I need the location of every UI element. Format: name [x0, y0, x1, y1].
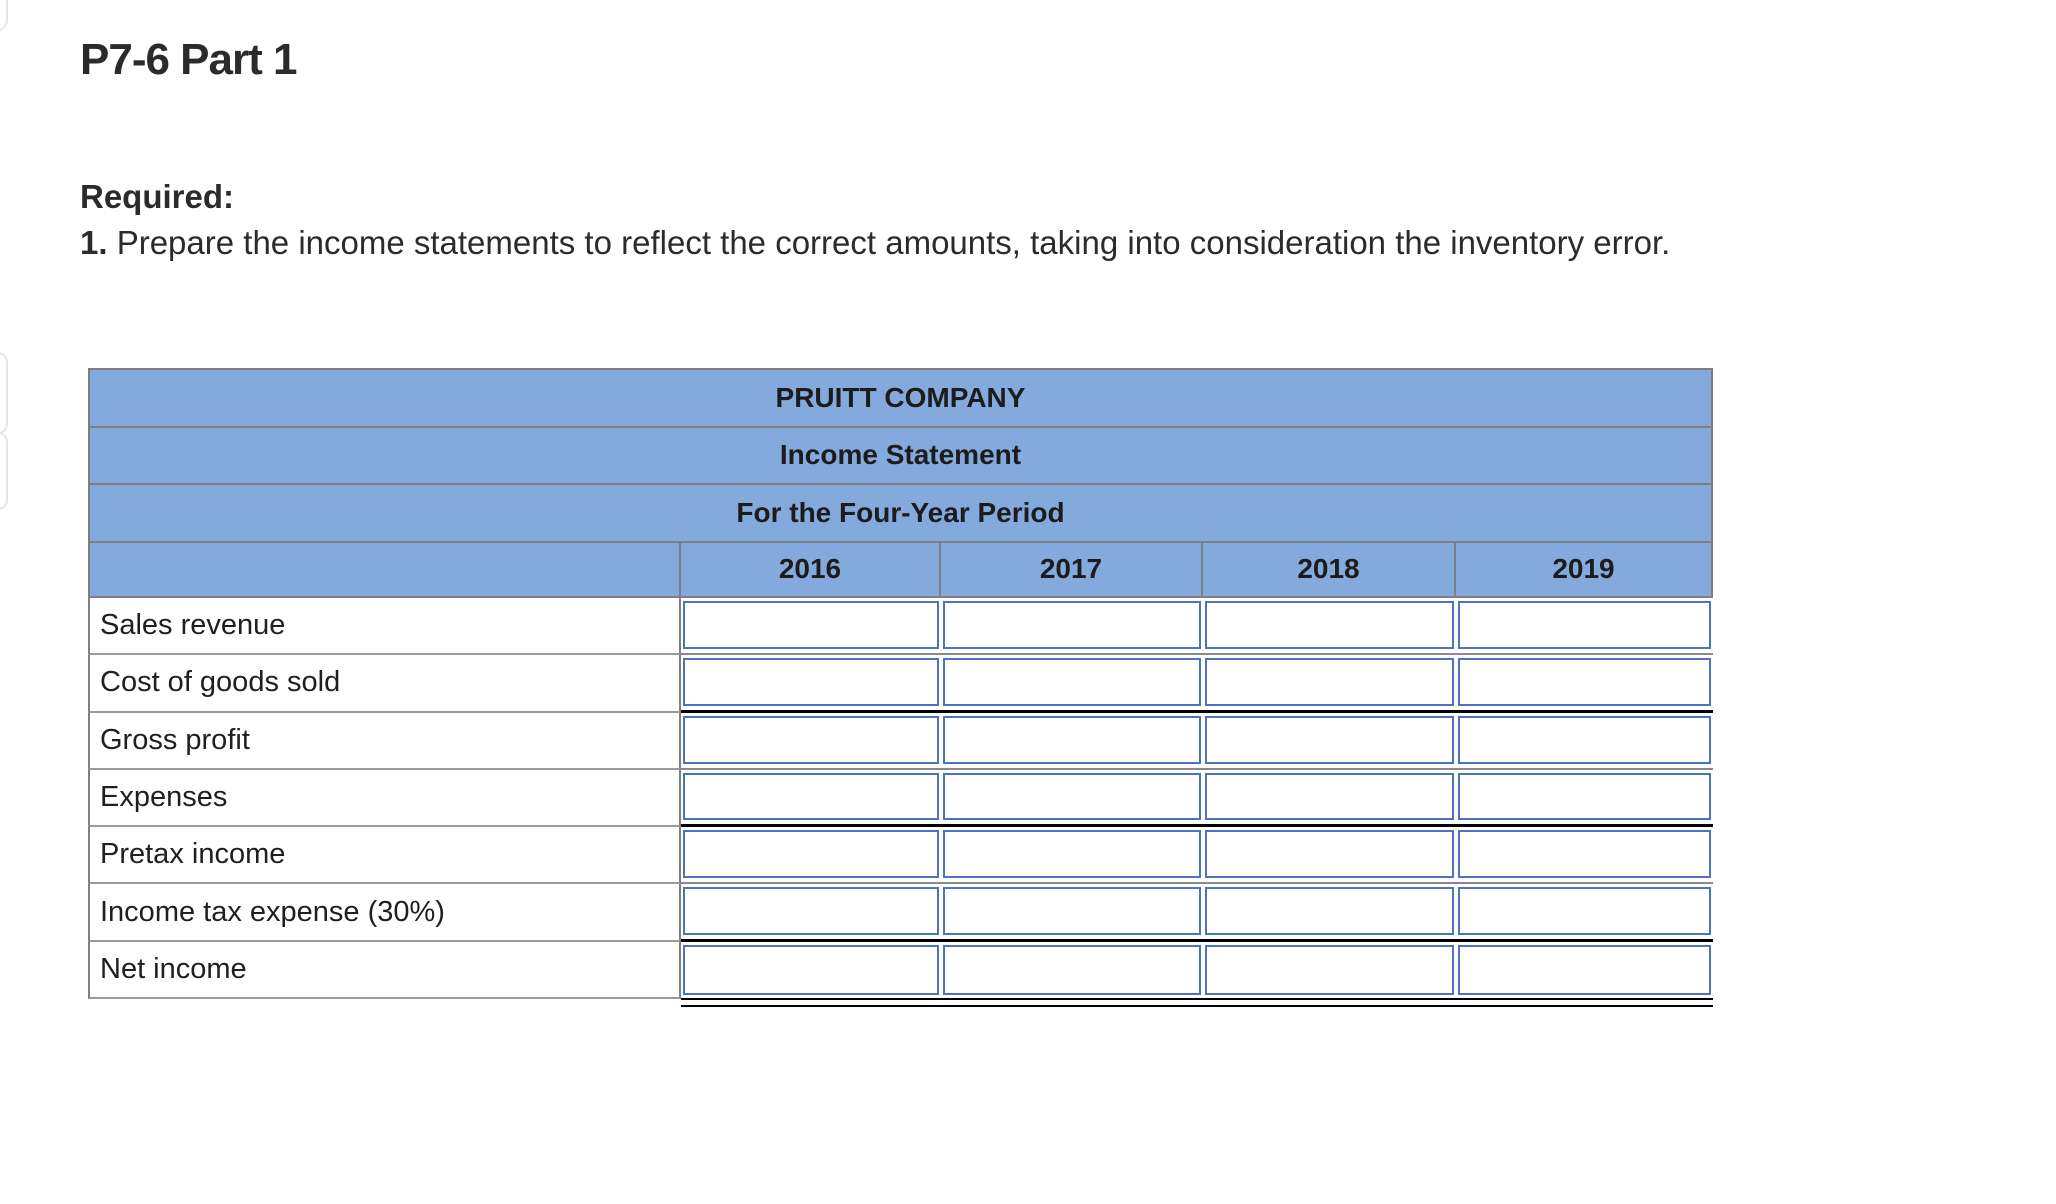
- table-cell: [1203, 884, 1456, 942]
- answer-input[interactable]: [1458, 944, 1711, 996]
- table-cell: [941, 655, 1203, 713]
- table-cell: [1456, 827, 1713, 885]
- table-cell: [941, 769, 1203, 828]
- net-income-double-underline: [681, 998, 1713, 1007]
- table-body: Sales revenue Cost of goods sold Gross p…: [88, 598, 1713, 1000]
- table-cell: [1203, 941, 1456, 1000]
- answer-input[interactable]: [1205, 944, 1454, 996]
- answer-input[interactable]: [1205, 658, 1454, 706]
- table-cell: [1456, 884, 1713, 942]
- answer-input[interactable]: [683, 830, 939, 879]
- table-subtitle-row: Income Statement: [88, 425, 1713, 483]
- answer-input[interactable]: [1205, 601, 1454, 650]
- row-label-gross-profit: Gross profit: [88, 712, 681, 770]
- row-label-sales-revenue: Sales revenue: [88, 598, 681, 656]
- year-header-2019: 2019: [1456, 540, 1713, 598]
- answer-input[interactable]: [943, 887, 1201, 935]
- answer-input[interactable]: [1458, 715, 1711, 764]
- table-cell: [1456, 941, 1713, 1000]
- table-cell: [1456, 598, 1713, 656]
- row-label-expenses: Expenses: [88, 769, 681, 828]
- instructions: Required: 1. Prepare the income statemen…: [80, 174, 2030, 266]
- answer-input[interactable]: [1205, 772, 1454, 821]
- answer-input[interactable]: [1458, 601, 1711, 650]
- company-name: PRUITT COMPANY: [88, 368, 1713, 426]
- table-cell: [1456, 769, 1713, 828]
- answer-input[interactable]: [1458, 658, 1711, 706]
- answer-input[interactable]: [683, 887, 939, 935]
- page-title: P7-6 Part 1: [80, 35, 297, 84]
- year-header-row: 2016 2017 2018 2019: [88, 540, 1713, 598]
- table-cell: [681, 827, 941, 885]
- answer-input[interactable]: [1458, 887, 1711, 935]
- table-cell: [681, 941, 941, 1000]
- table-cell: [941, 712, 1203, 770]
- table-cell: [681, 769, 941, 828]
- table-cell: [681, 598, 941, 656]
- answer-input[interactable]: [1205, 887, 1454, 935]
- answer-input[interactable]: [943, 772, 1201, 821]
- statement-title: Income Statement: [88, 425, 1713, 483]
- income-statement-table: PRUITT COMPANY Income Statement For the …: [88, 368, 1713, 1007]
- table-cell: [681, 884, 941, 942]
- row-label-income-tax-expense: Income tax expense (30%): [88, 884, 681, 942]
- answer-input[interactable]: [1205, 715, 1454, 764]
- required-label: Required:: [80, 178, 235, 215]
- table-cell: [941, 827, 1203, 885]
- row-label-net-income: Net income: [88, 941, 681, 1000]
- table-title-row: PRUITT COMPANY: [88, 368, 1713, 426]
- cropped-side-button-top: [0, 352, 8, 434]
- year-header-blank: [88, 540, 681, 598]
- answer-input[interactable]: [683, 772, 939, 821]
- period-title: For the Four-Year Period: [88, 483, 1713, 541]
- answer-input[interactable]: [683, 715, 939, 764]
- answer-input[interactable]: [943, 658, 1201, 706]
- year-header-2017: 2017: [941, 540, 1203, 598]
- table-cell: [1456, 712, 1713, 770]
- year-header-2016: 2016: [681, 540, 941, 598]
- table-cell: [681, 712, 941, 770]
- table-cell: [1203, 598, 1456, 656]
- answer-input[interactable]: [1458, 772, 1711, 821]
- answer-input[interactable]: [943, 715, 1201, 764]
- table-period-row: For the Four-Year Period: [88, 483, 1713, 541]
- cropped-panel-corner: [0, 0, 8, 32]
- answer-input[interactable]: [943, 944, 1201, 996]
- row-label-pretax-income: Pretax income: [88, 827, 681, 885]
- answer-input[interactable]: [1205, 830, 1454, 879]
- table-cell: [681, 655, 941, 713]
- table-cell: [941, 598, 1203, 656]
- table-cell: [941, 884, 1203, 942]
- answer-input[interactable]: [943, 830, 1201, 879]
- requirement-number: 1.: [80, 224, 108, 261]
- year-header-2018: 2018: [1203, 540, 1456, 598]
- table-cell: [1456, 655, 1713, 713]
- answer-input[interactable]: [683, 944, 939, 996]
- table-cell: [1203, 827, 1456, 885]
- answer-input[interactable]: [683, 658, 939, 706]
- answer-input[interactable]: [943, 601, 1201, 650]
- table-cell: [1203, 712, 1456, 770]
- row-label-cost-of-goods-sold: Cost of goods sold: [88, 655, 681, 713]
- requirement-sentence: Prepare the income statements to reflect…: [107, 224, 1671, 261]
- answer-input[interactable]: [683, 601, 939, 650]
- table-cell: [1203, 655, 1456, 713]
- table-cell: [941, 941, 1203, 1000]
- requirement-text: 1. Prepare the income statements to refl…: [80, 220, 2030, 266]
- cropped-side-button-bottom: [0, 432, 8, 510]
- table-cell: [1203, 769, 1456, 828]
- answer-input[interactable]: [1458, 830, 1711, 879]
